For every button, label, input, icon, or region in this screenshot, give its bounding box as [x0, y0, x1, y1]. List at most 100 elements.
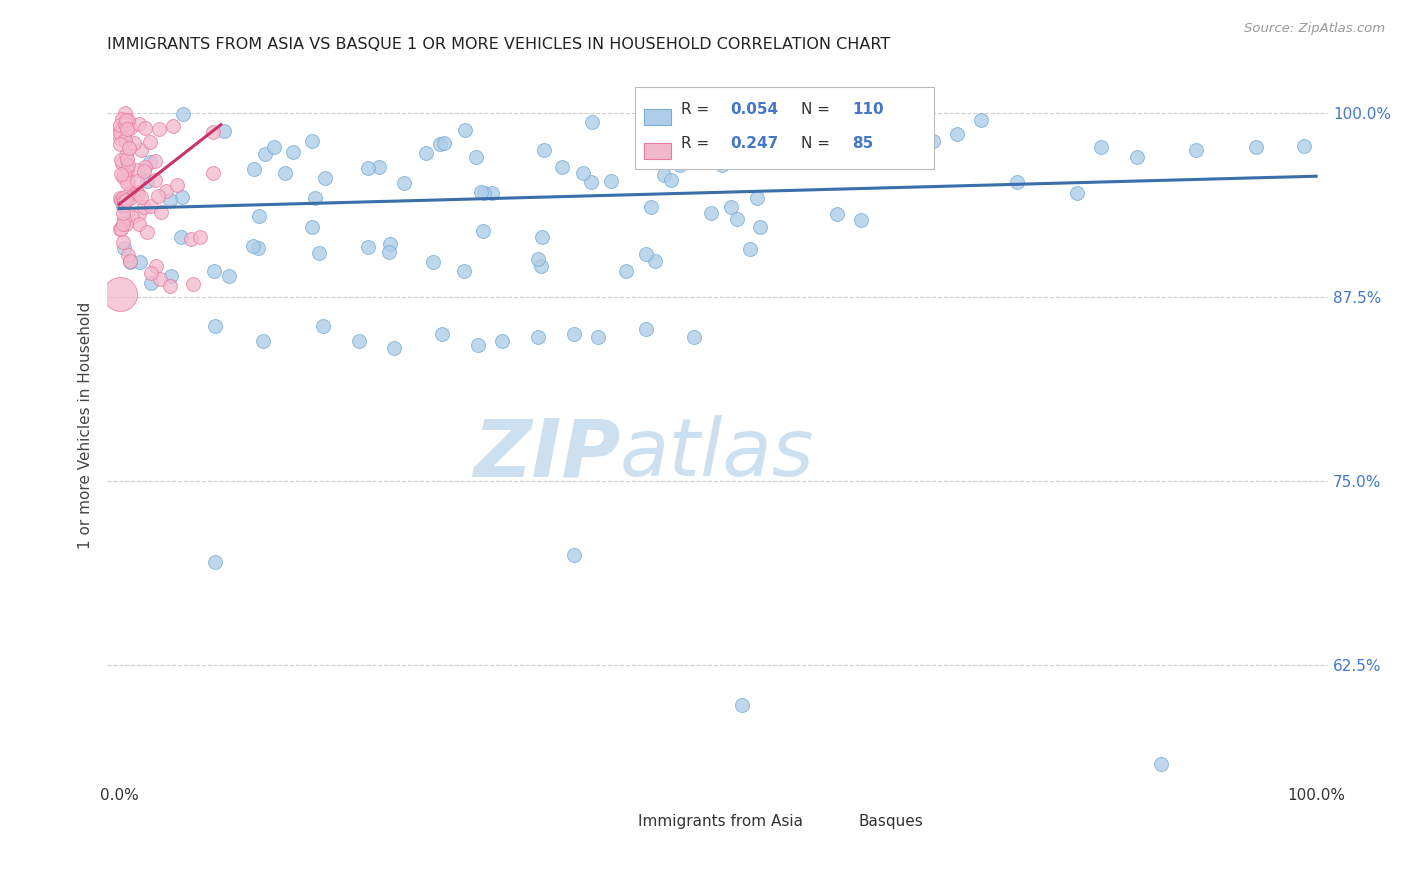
Point: [155, 184, 177, 198]
Point: [659, 173, 682, 187]
Point: [115, 113, 138, 128]
Text: 85: 85: [852, 136, 873, 152]
Point: [481, 186, 503, 200]
Point: [114, 106, 136, 120]
Point: [204, 555, 226, 569]
Point: [149, 272, 172, 286]
Point: [108, 131, 131, 145]
Point: [658, 133, 681, 147]
Point: [112, 191, 135, 205]
Point: [150, 204, 173, 219]
Point: [114, 193, 136, 207]
Point: [117, 174, 139, 188]
Point: [304, 191, 326, 205]
Point: [201, 125, 224, 139]
Point: [117, 248, 139, 262]
Text: IMMIGRANTS FROM ASIA VS BASQUE 1 OR MORE VEHICLES IN HOUSEHOLD CORRELATION CHART: IMMIGRANTS FROM ASIA VS BASQUE 1 OR MORE…: [107, 37, 890, 53]
Point: [368, 161, 391, 175]
Text: N =: N =: [800, 136, 835, 152]
Point: [581, 115, 603, 129]
Point: [141, 198, 163, 212]
Bar: [602, 807, 628, 834]
Point: [127, 185, 149, 199]
Point: [243, 162, 266, 177]
Point: [118, 141, 141, 155]
Point: [527, 252, 550, 266]
Point: [112, 197, 135, 211]
Point: [745, 191, 768, 205]
Point: [862, 127, 884, 141]
Point: [117, 157, 139, 171]
Point: [301, 219, 323, 234]
Point: [117, 112, 139, 127]
Point: [491, 334, 513, 348]
Point: [143, 173, 166, 187]
Point: [122, 136, 145, 150]
Point: [115, 148, 138, 162]
Y-axis label: 1 or more Vehicles in Household: 1 or more Vehicles in Household: [79, 302, 93, 549]
Point: [132, 164, 155, 178]
Point: [710, 158, 733, 172]
Point: [120, 186, 142, 200]
Point: [432, 326, 454, 341]
Point: [252, 334, 274, 348]
Point: [730, 698, 752, 712]
Point: [159, 193, 181, 207]
Point: [533, 143, 555, 157]
Point: [145, 259, 167, 273]
Point: [139, 135, 162, 149]
Bar: [644, 143, 671, 160]
Point: [139, 155, 162, 169]
Point: [751, 112, 773, 126]
Point: [946, 127, 969, 141]
Point: [599, 174, 621, 188]
Point: [112, 167, 135, 181]
Point: [645, 151, 668, 165]
Point: [356, 161, 378, 175]
Point: [166, 178, 188, 193]
Point: [422, 255, 444, 269]
Point: [111, 112, 134, 126]
Point: [247, 241, 270, 255]
Point: [114, 133, 136, 147]
Point: [112, 211, 135, 226]
Point: [636, 247, 658, 261]
Point: [148, 122, 170, 136]
Point: [120, 190, 142, 204]
Point: [181, 277, 204, 291]
Point: [682, 329, 704, 343]
Point: [562, 326, 585, 341]
Point: [378, 237, 401, 252]
Point: [738, 242, 761, 256]
Point: [356, 239, 378, 253]
Point: [308, 245, 330, 260]
Point: [114, 117, 136, 131]
Text: R =: R =: [681, 136, 714, 152]
Point: [720, 154, 742, 169]
Point: [1185, 143, 1208, 157]
Point: [640, 200, 662, 214]
Point: [110, 122, 132, 136]
Point: [651, 120, 673, 135]
Text: Immigrants from Asia: Immigrants from Asia: [638, 814, 803, 830]
Point: [125, 174, 148, 188]
Point: [114, 218, 136, 232]
Point: [467, 338, 489, 352]
Point: [384, 342, 406, 356]
Point: [247, 209, 270, 223]
Point: [139, 267, 162, 281]
Point: [129, 190, 152, 204]
Point: [108, 222, 131, 236]
Point: [720, 200, 742, 214]
Point: [429, 136, 451, 151]
Point: [112, 128, 135, 142]
Point: [134, 160, 156, 174]
Point: [170, 229, 193, 244]
Point: [749, 219, 772, 234]
Point: [727, 211, 749, 226]
Point: [172, 106, 194, 120]
Point: [827, 207, 849, 221]
Point: [202, 166, 225, 180]
Point: [127, 186, 149, 201]
Point: [668, 158, 690, 172]
